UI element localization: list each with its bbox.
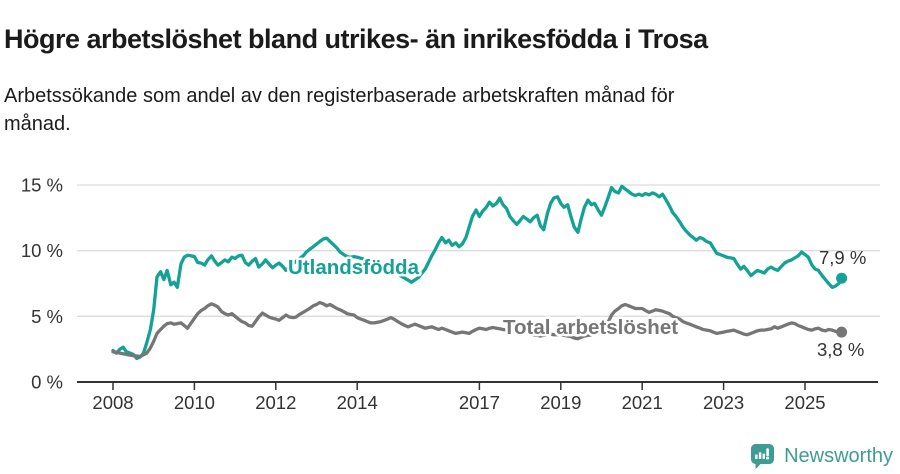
series-label-total-arbetsloshet: Total arbetslöshet [503, 316, 678, 339]
x-tick-label-2023: 2023 [703, 392, 744, 413]
x-tick-label-2014: 2014 [337, 392, 378, 413]
newsworthy-logo-icon [751, 444, 775, 470]
end-value-total-arbetsloshet: 3,8 % [817, 339, 864, 360]
x-tick-label-2021: 2021 [622, 392, 663, 413]
series-label-utlandsfodda: Utlandsfödda [288, 256, 420, 279]
series-end-dot-1 [836, 326, 848, 338]
newsworthy-wordmark: Newsworthy [784, 445, 893, 467]
x-tick-label-2010: 2010 [174, 392, 215, 413]
x-axis-labels: 2008 2010 2012 2014 2017 2019 2021 2023 2025 [92, 392, 825, 413]
series-line-0 [111, 184, 844, 361]
y-tick-label-5: 5 % [31, 306, 63, 327]
chart-subtitle: Arbetssökande som andel av den registerb… [4, 85, 675, 135]
line-chart: 0 %5 %10 %15 % 2008 2010 2012 2014 2017 2019 2… [21, 175, 880, 413]
x-tick-label-2012: 2012 [255, 392, 296, 413]
y-tick-label-15: 15 % [21, 175, 63, 196]
x-tick-label-2008: 2008 [92, 392, 133, 413]
newsworthy-brand: Newsworthy [750, 443, 893, 470]
y-tick-label-10: 10 % [21, 240, 63, 261]
gridlines [77, 184, 880, 317]
x-axis [77, 381, 878, 390]
series-annotations: Utlandsfödda Total arbetslöshet 7,9 % 3,… [286, 247, 867, 360]
end-value-utlandsfodda: 7,9 % [819, 247, 866, 268]
page-title: Högre arbetslöshet bland utrikes- än inr… [4, 24, 708, 55]
x-tick-label-2017: 2017 [459, 392, 500, 413]
y-axis-labels: 0 % 5 % 10 % 15 % [21, 175, 63, 393]
series-line-1 [111, 300, 844, 359]
y-tick-label-0: 0 % [31, 372, 63, 393]
series-end-dot-0 [836, 272, 848, 284]
series-lines [111, 184, 848, 361]
x-tick-label-2025: 2025 [784, 392, 825, 413]
x-tick-label-2019: 2019 [540, 392, 581, 413]
